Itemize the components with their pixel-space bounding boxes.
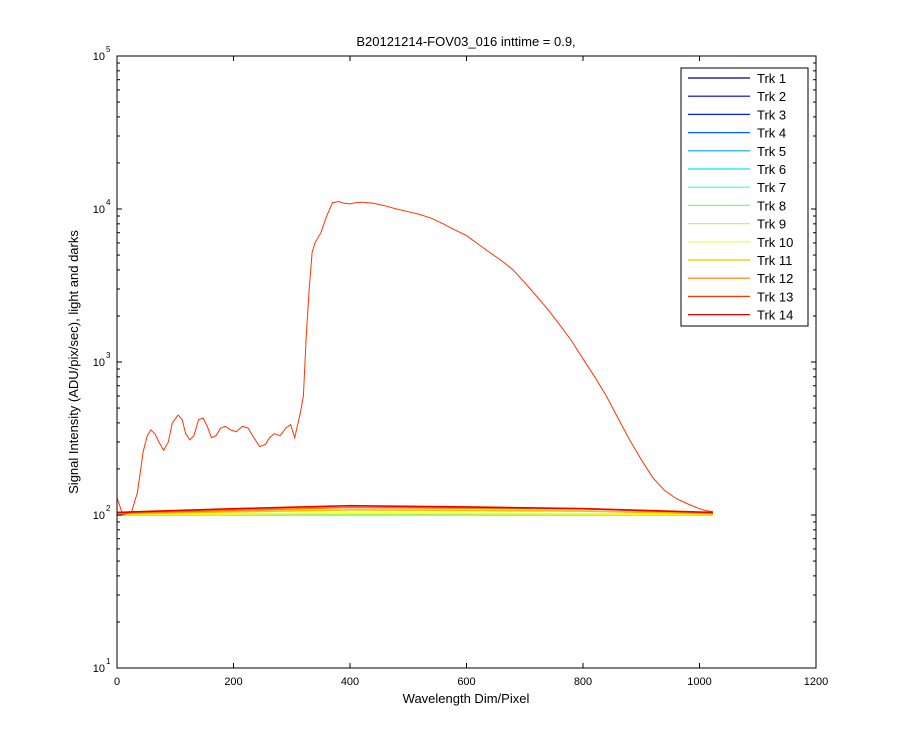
- legend-label-trk-5: Trk 5: [757, 144, 786, 159]
- x-tick-label: 200: [224, 676, 242, 688]
- legend-label-trk-12: Trk 12: [757, 271, 793, 286]
- y-tick-label-base: 10: [93, 663, 105, 675]
- series-line-trk-14: [116, 504, 713, 514]
- legend-label-trk-7: Trk 7: [757, 180, 786, 195]
- legend-items: Trk 1 Trk 2 Trk 3 Trk 4 Trk 5 Trk 6 Trk 7 Trk 8…: [688, 71, 793, 323]
- legend-label-trk-4: Trk 4: [757, 126, 786, 141]
- legend-label-trk-9: Trk 9: [757, 217, 786, 232]
- x-tick-label: 1200: [804, 676, 828, 688]
- legend: Trk 1 Trk 2 Trk 3 Trk 4 Trk 5 Trk 6 Trk 7 Trk 8…: [680, 67, 809, 327]
- legend-label-trk-2: Trk 2: [757, 89, 786, 104]
- series-layer: [116, 200, 713, 516]
- x-tick-label: 400: [341, 676, 359, 688]
- legend-label-trk-13: Trk 13: [757, 289, 793, 304]
- legend-label-trk-11: Trk 11: [757, 253, 792, 268]
- y-axis-label: Signal Intensity (ADU/pix/sec), light an…: [66, 230, 81, 494]
- legend-label-trk-6: Trk 6: [757, 162, 786, 177]
- y-tick-label-base: 10: [93, 357, 105, 369]
- legend-label-trk-1: Trk 1: [757, 71, 786, 86]
- y-tick-label-base: 10: [93, 510, 105, 522]
- y-tick-label-exponent: 2: [106, 504, 111, 513]
- y-tick-label-exponent: 4: [106, 198, 111, 207]
- x-tick-label: 800: [574, 676, 592, 688]
- x-tick-label: 0: [114, 676, 120, 688]
- legend-label-trk-14: Trk 14: [757, 308, 793, 323]
- chart-title: B20121214-FOV03_016 inttime = 0.9,: [356, 34, 575, 49]
- y-tick-label-exponent: 3: [106, 351, 111, 360]
- legend-label-trk-10: Trk 10: [757, 235, 793, 250]
- legend-label-trk-8: Trk 8: [757, 198, 786, 213]
- y-tick-label-base: 10: [93, 204, 105, 216]
- y-tick-label-exponent: 5: [106, 45, 111, 54]
- legend-box: [680, 67, 809, 327]
- series-line-trk-13: [116, 200, 713, 516]
- series-line-trk-11: [116, 509, 713, 515]
- x-axis-label: Wavelength Dim/Pixel: [403, 691, 530, 706]
- y-tick-label-exponent: 1: [106, 657, 111, 666]
- series-line-trk-10: [116, 512, 713, 516]
- y-tick-label-base: 10: [93, 51, 105, 63]
- legend-label-trk-3: Trk 3: [757, 107, 786, 122]
- x-tick-label: 1000: [687, 676, 711, 688]
- x-tick-label: 600: [457, 676, 475, 688]
